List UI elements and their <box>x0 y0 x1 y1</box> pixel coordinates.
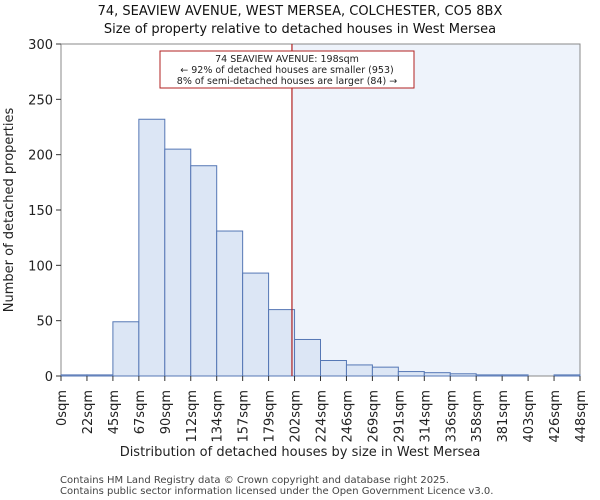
x-tick-label: 90sqm <box>159 390 174 434</box>
x-tick-label: 112sqm <box>185 390 200 443</box>
y-tick-label: 100 <box>28 259 53 274</box>
x-axis-label: Distribution of detached houses by size … <box>120 445 481 460</box>
chart-subtitle: Size of property relative to detached ho… <box>104 22 496 37</box>
bar-90sqm <box>164 148 192 377</box>
x-tick-label: 45sqm <box>107 390 122 434</box>
x-tick-label: 291sqm <box>392 390 407 443</box>
plot-area: 0 50 100 150 200 250 300 0sqm 22sqm 45sqm 67sqm 90s… <box>28 38 589 443</box>
bar-291sqm <box>397 371 425 377</box>
bar-269sqm <box>371 366 399 377</box>
bar-246sqm <box>345 364 373 377</box>
y-tick-label: 150 <box>28 204 53 219</box>
x-tick-label: 22sqm <box>81 390 96 434</box>
bar-67sqm <box>138 118 166 377</box>
annotation-box <box>159 50 415 89</box>
y-tick-label: 200 <box>28 149 53 164</box>
x-tick-label: 269sqm <box>366 390 381 443</box>
y-tick-label: 50 <box>36 315 53 330</box>
x-tick-label: 67sqm <box>133 390 148 434</box>
bar-22sqm <box>86 374 114 377</box>
y-axis-label: Number of detached properties <box>2 108 17 313</box>
x-tick-label: 0sqm <box>55 390 70 426</box>
larger-region-shade <box>291 44 580 376</box>
x-tick-label: 202sqm <box>289 390 304 443</box>
y-tick-label: 300 <box>28 38 53 53</box>
bar-0sqm <box>60 374 88 377</box>
bar-381sqm <box>501 374 529 377</box>
x-tick-label: 381sqm <box>496 390 511 443</box>
bar-224sqm <box>320 360 347 377</box>
x-tick-label: 246sqm <box>340 390 355 443</box>
bar-336sqm <box>449 373 477 377</box>
x-tick-label: 179sqm <box>263 390 278 443</box>
annotation-line-1: 74 SEAVIEW AVENUE: 198sqm <box>215 54 359 65</box>
bar-202sqm <box>294 338 321 377</box>
x-tick-label: 403sqm <box>522 390 537 443</box>
x-tick-label: 448sqm <box>574 390 589 443</box>
bar-112sqm <box>190 165 218 377</box>
bar-179sqm <box>268 309 296 377</box>
footer-line-1: Contains HM Land Registry data © Crown c… <box>60 475 449 486</box>
bar-157sqm <box>242 272 270 377</box>
y-tick-label: 0 <box>45 370 53 385</box>
y-tick-label: 250 <box>28 93 53 108</box>
footer-line-2: Contains public sector information licen… <box>60 486 493 497</box>
bar-358sqm <box>475 374 503 377</box>
bar-314sqm <box>423 372 451 377</box>
x-tick-label: 224sqm <box>315 390 330 443</box>
bar-134sqm <box>216 230 244 377</box>
annotation-line-2: ← 92% of detached houses are smaller (95… <box>180 65 393 76</box>
x-tick-label: 314sqm <box>418 390 433 443</box>
x-tick-label: 336sqm <box>444 390 459 443</box>
x-tick-label: 358sqm <box>470 390 485 443</box>
annotation-line-3: 8% of semi-detached houses are larger (8… <box>177 76 397 87</box>
bar-426sqm <box>553 374 581 377</box>
x-tick-label: 134sqm <box>211 390 226 443</box>
chart-title: 74, SEAVIEW AVENUE, WEST MERSEA, COLCHES… <box>98 4 503 19</box>
x-tick-label: 157sqm <box>237 390 252 443</box>
bar-45sqm <box>112 321 140 377</box>
x-tick-label: 426sqm <box>548 390 563 443</box>
